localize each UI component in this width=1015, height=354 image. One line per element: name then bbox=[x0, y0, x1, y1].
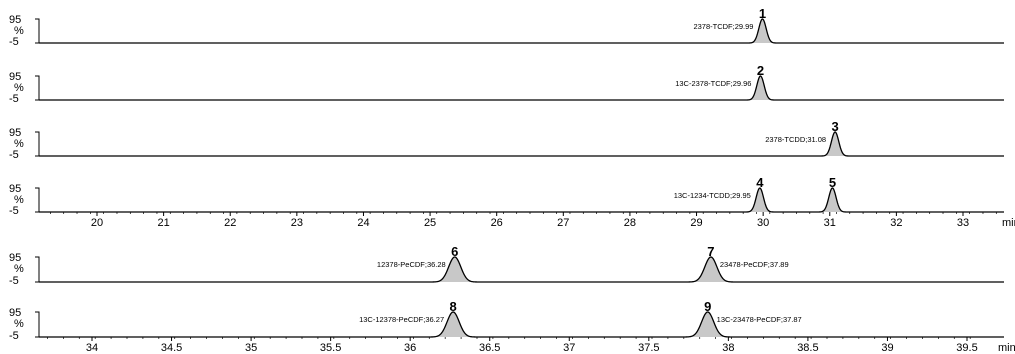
x-axis-unit: min bbox=[1002, 217, 1015, 229]
peak-label: 13C-2378-TCDF;29.96 bbox=[675, 79, 751, 88]
y-tick-label: 95 bbox=[9, 127, 21, 139]
y-tick-label: -5 bbox=[9, 205, 19, 217]
peak-area bbox=[746, 19, 779, 43]
peak-label: 13C-1234-TCDD;29.95 bbox=[674, 191, 751, 200]
peak-label: 2378-TCDD;31.08 bbox=[765, 135, 826, 144]
x-tick-label: 36.5 bbox=[479, 342, 500, 354]
y-tick-label: -5 bbox=[9, 149, 19, 161]
trace-line bbox=[39, 187, 1004, 213]
peak-label: 23478-PeCDF;37.89 bbox=[720, 260, 789, 269]
peak-area bbox=[815, 188, 849, 212]
peak-number: 6 bbox=[451, 244, 458, 259]
y-tick-label: 95 bbox=[9, 71, 21, 83]
x-tick-label: 24 bbox=[357, 217, 369, 229]
y-tick-label: -5 bbox=[9, 275, 19, 287]
peak-number: 8 bbox=[450, 299, 457, 314]
peak-area bbox=[744, 76, 777, 100]
peak-area bbox=[425, 312, 481, 337]
x-tick-label: 34.5 bbox=[161, 342, 182, 354]
peak-area bbox=[743, 188, 777, 212]
peak-area bbox=[427, 257, 482, 282]
y-axis bbox=[35, 75, 40, 101]
x-tick-label: 28 bbox=[624, 217, 636, 229]
trace-line bbox=[39, 131, 1004, 157]
x-tick-label: 36 bbox=[404, 342, 416, 354]
trace-line bbox=[39, 75, 1004, 101]
y-tick-label: 95 bbox=[9, 307, 21, 319]
peak-label: 2378-TCDF;29.99 bbox=[693, 22, 753, 31]
peak-area bbox=[818, 132, 852, 156]
peak-number: 2 bbox=[757, 63, 764, 78]
peak-number: 7 bbox=[707, 244, 714, 259]
peak-area bbox=[683, 257, 739, 282]
x-tick-label: 23 bbox=[291, 217, 303, 229]
y-tick-label: 95 bbox=[9, 14, 21, 26]
y-axis-label: % bbox=[14, 82, 24, 94]
peak-area bbox=[680, 312, 735, 337]
y-axis-label: % bbox=[14, 194, 24, 206]
x-tick-label: 37 bbox=[563, 342, 575, 354]
peak-label: 13C-23478-PeCDF;37.87 bbox=[717, 315, 802, 324]
peak-number: 5 bbox=[829, 175, 836, 190]
x-tick-label: 34 bbox=[86, 342, 98, 354]
y-axis bbox=[35, 18, 40, 44]
x-tick-label: 31 bbox=[824, 217, 836, 229]
x-tick-label: 20 bbox=[91, 217, 103, 229]
y-axis-label: % bbox=[14, 263, 24, 275]
x-tick-label: 22 bbox=[224, 217, 236, 229]
y-tick-label: -5 bbox=[9, 36, 19, 48]
y-axis-label: % bbox=[14, 318, 24, 330]
x-tick-label: 30 bbox=[757, 217, 769, 229]
peak-label: 12378-PeCDF;36.28 bbox=[377, 260, 446, 269]
y-axis bbox=[35, 256, 40, 283]
x-tick-label: 29 bbox=[690, 217, 702, 229]
y-axis-label: % bbox=[14, 25, 24, 37]
x-tick-label: 35.5 bbox=[320, 342, 341, 354]
trace-line bbox=[39, 256, 1004, 283]
x-tick-label: 21 bbox=[157, 217, 169, 229]
peak-number: 9 bbox=[704, 299, 711, 314]
y-tick-label: -5 bbox=[9, 330, 19, 342]
trace-line bbox=[39, 311, 1004, 338]
peak-number: 4 bbox=[756, 175, 764, 190]
x-tick-label: 38.5 bbox=[797, 342, 818, 354]
x-tick-label: 33 bbox=[957, 217, 969, 229]
x-tick-label: 37.5 bbox=[638, 342, 659, 354]
y-tick-label: 95 bbox=[9, 183, 21, 195]
y-tick-label: 95 bbox=[9, 252, 21, 264]
y-axis-label: % bbox=[14, 138, 24, 150]
x-axis-unit: min bbox=[998, 342, 1015, 354]
x-tick-label: 32 bbox=[890, 217, 902, 229]
x-tick-label: 38 bbox=[722, 342, 734, 354]
y-axis bbox=[35, 131, 40, 157]
x-tick-label: 25 bbox=[424, 217, 436, 229]
y-axis bbox=[35, 311, 40, 338]
x-tick-label: 27 bbox=[557, 217, 569, 229]
x-tick-label: 35 bbox=[245, 342, 257, 354]
x-tick-label: 26 bbox=[491, 217, 503, 229]
y-tick-label: -5 bbox=[9, 93, 19, 105]
y-axis bbox=[35, 187, 40, 213]
x-tick-label: 39 bbox=[881, 342, 893, 354]
peak-label: 13C-12378-PeCDF;36.27 bbox=[359, 315, 444, 324]
x-tick-label: 39.5 bbox=[956, 342, 977, 354]
peak-number: 1 bbox=[759, 6, 766, 21]
peak-number: 3 bbox=[831, 119, 838, 134]
trace-line bbox=[39, 18, 1004, 44]
